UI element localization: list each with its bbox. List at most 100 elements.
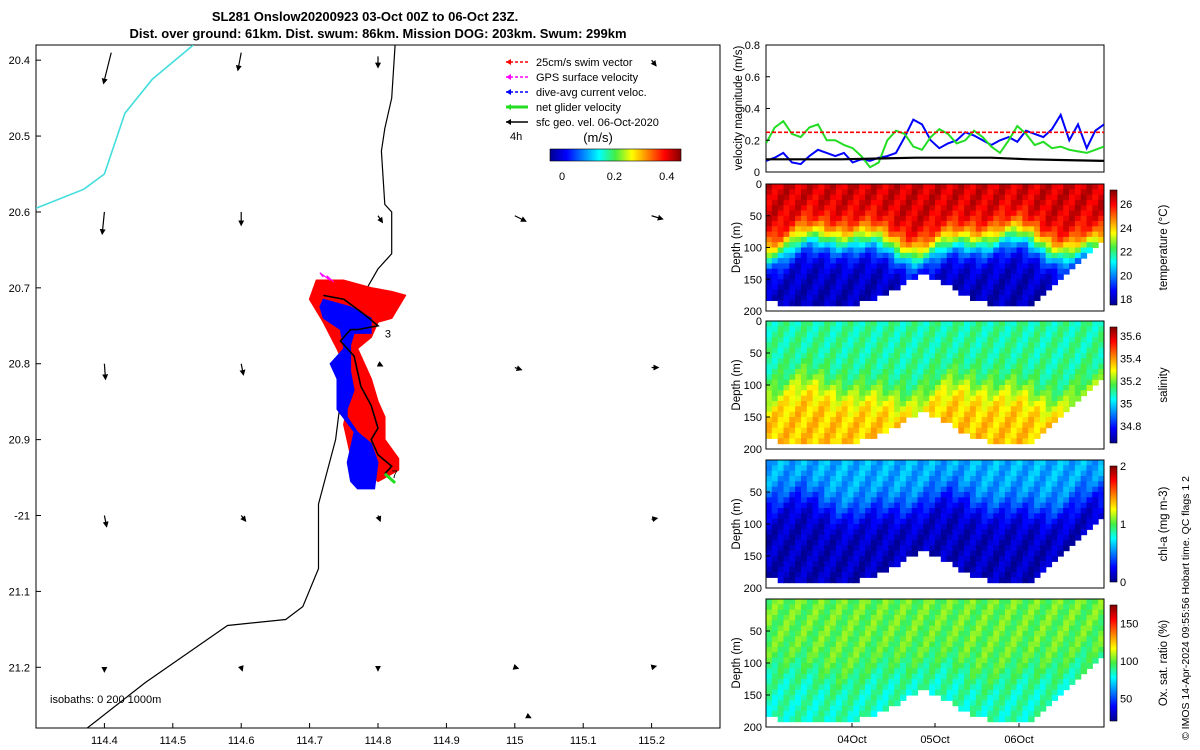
section-cell xyxy=(999,406,1006,413)
section-cell xyxy=(1069,236,1076,243)
section-cell xyxy=(1080,194,1088,201)
section-cell xyxy=(1028,295,1035,301)
depth-tick-label: 50 xyxy=(750,211,762,223)
section-cell xyxy=(993,561,1000,568)
section-cell xyxy=(981,556,988,562)
section-cell xyxy=(1051,226,1058,233)
section-cell xyxy=(853,358,860,365)
section-cell xyxy=(859,647,866,653)
section-cell xyxy=(1028,561,1035,568)
section-cell xyxy=(882,524,889,530)
section-cell xyxy=(870,460,878,466)
section-cell xyxy=(859,411,866,418)
section-cell xyxy=(801,513,808,520)
section-cell xyxy=(911,337,919,343)
section-cell xyxy=(812,711,819,717)
section-cell xyxy=(806,221,814,227)
section-cell xyxy=(981,599,988,605)
section-cell xyxy=(882,289,889,296)
section-cell xyxy=(900,353,907,359)
section-cell xyxy=(905,668,913,675)
section-cell xyxy=(806,417,814,423)
section-cell xyxy=(952,620,959,627)
section-cell xyxy=(952,406,959,413)
section-cell xyxy=(876,422,884,429)
section-cell xyxy=(771,647,779,653)
section-cell xyxy=(835,369,843,375)
section-cell xyxy=(766,550,773,557)
section-cell xyxy=(882,609,889,616)
section-cell xyxy=(876,189,884,196)
section-cell xyxy=(987,711,994,717)
section-cell xyxy=(970,321,977,327)
section-cell xyxy=(766,465,773,472)
section-cell xyxy=(777,242,785,249)
section-cell xyxy=(847,205,854,212)
section-cell xyxy=(766,401,773,407)
section-cell xyxy=(958,502,965,509)
section-cell xyxy=(964,289,971,296)
section-cell xyxy=(970,476,977,482)
section-cell xyxy=(935,636,942,643)
section-cell xyxy=(999,342,1006,349)
section-cell xyxy=(1086,508,1093,514)
section-cell xyxy=(1045,189,1053,196)
section-cell xyxy=(818,363,825,370)
section-cell xyxy=(841,284,849,291)
section-cell xyxy=(935,221,942,227)
section-cell xyxy=(1074,374,1082,381)
section-cell xyxy=(900,545,907,552)
section-cell xyxy=(1098,236,1104,243)
section-cell xyxy=(975,189,983,196)
section-cell xyxy=(1057,684,1064,691)
section-cell xyxy=(905,497,913,504)
section-cell xyxy=(946,417,954,423)
section-cell xyxy=(777,331,785,338)
section-cell xyxy=(1063,486,1070,493)
section-cell xyxy=(987,502,994,509)
section-cell xyxy=(789,231,796,238)
section-cell xyxy=(888,279,895,286)
section-cell xyxy=(917,481,924,488)
section-cell xyxy=(929,184,936,190)
section-cell xyxy=(905,379,913,386)
section-cell xyxy=(1016,438,1023,445)
section-cell xyxy=(1034,647,1041,653)
section-cell xyxy=(795,215,802,222)
section-cell xyxy=(970,184,977,190)
section-cell xyxy=(987,295,994,301)
section-cell xyxy=(853,620,860,627)
section-cell xyxy=(865,705,872,712)
section-cell xyxy=(882,545,889,552)
section-cell xyxy=(975,411,983,418)
section-cell xyxy=(801,566,808,573)
section-cell xyxy=(1039,599,1047,605)
section-cell xyxy=(824,321,831,327)
section-cell xyxy=(894,657,901,664)
section-cell xyxy=(970,279,977,286)
section-cell xyxy=(999,647,1006,653)
section-cell xyxy=(1051,652,1058,659)
section-cell xyxy=(812,385,819,391)
time-tick-label: 04Oct xyxy=(837,734,866,746)
section-cell xyxy=(999,427,1006,434)
section-cell xyxy=(993,577,1000,584)
section-cell xyxy=(1016,321,1023,327)
section-cell xyxy=(1098,353,1104,359)
section-cell xyxy=(1045,226,1053,233)
section-cell xyxy=(766,657,773,664)
section-cell xyxy=(876,550,884,557)
section-cell xyxy=(1039,331,1047,338)
section-cell xyxy=(981,641,988,648)
section-cell xyxy=(806,236,814,243)
section-cell xyxy=(1092,379,1099,386)
section-cell xyxy=(917,406,924,413)
section-cell xyxy=(882,215,889,222)
section-cell xyxy=(812,379,819,386)
section-cell xyxy=(771,599,779,605)
section-cell xyxy=(1039,337,1047,343)
section-cell xyxy=(946,342,954,349)
section-cell xyxy=(1034,184,1041,190)
section-cell xyxy=(1069,641,1076,648)
section-cell xyxy=(859,529,866,536)
